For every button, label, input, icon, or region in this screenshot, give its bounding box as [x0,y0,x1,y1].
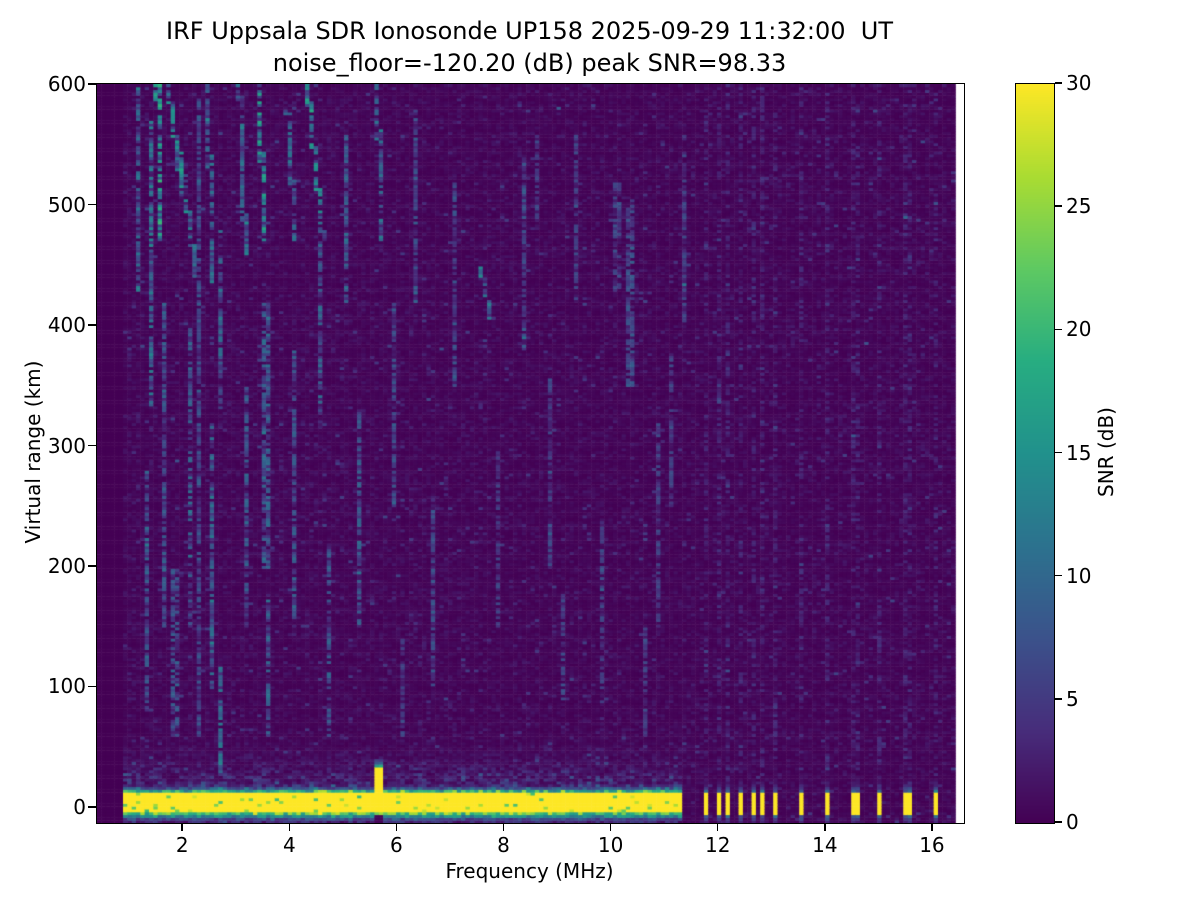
x-tick-label: 10 [597,833,624,857]
y-tick-mark [88,806,96,808]
x-tick-mark [288,823,291,831]
colorbar-tick-mark [1055,82,1062,84]
y-tick-label: 300 [47,433,86,458]
y-tick-mark [88,565,96,567]
y-tick-mark [88,83,96,85]
colorbar-tick-label: 20 [1066,317,1092,342]
y-tick-label: 500 [47,192,86,217]
y-tick-mark [88,444,96,447]
colorbar-tick-mark [1055,574,1062,577]
colorbar-tick-label: 30 [1066,71,1092,95]
x-tick-label: 6 [390,833,403,857]
colorbar [1015,83,1055,824]
y-tick-mark [88,685,96,688]
y-tick-label: 0 [73,794,86,819]
colorbar-tick-label: 10 [1066,563,1092,588]
y-tick-label: 400 [47,313,86,338]
x-tick-label: 16 [919,833,945,857]
colorbar-tick-label: 0 [1066,810,1079,834]
x-tick-mark [395,823,398,831]
y-tick-mark [88,203,96,206]
x-tick-label: 14 [812,833,838,857]
x-tick-label: 8 [497,833,510,857]
y-tick-label: 100 [47,674,86,699]
x-tick-mark [931,823,933,831]
colorbar-tick-label: 25 [1066,194,1092,219]
y-tick-mark [88,324,96,326]
colorbar-gradient-canvas [1016,84,1054,823]
colorbar-tick-mark [1055,328,1062,331]
x-tick-mark [609,823,612,831]
figure-title: IRF Uppsala SDR Ionosonde UP158 2025-09-… [166,17,893,45]
figure-subtitle: noise_floor=-120.20 (dB) peak SNR=98.33 [272,49,787,77]
colorbar-tick-mark [1055,205,1062,207]
colorbar-tick-mark [1055,451,1062,454]
plot-area [96,83,965,824]
colorbar-tick-mark [1055,698,1062,700]
y-tick-label: 600 [47,72,86,97]
colorbar-tick-label: 15 [1066,440,1092,465]
x-tick-label: 2 [175,833,189,857]
colorbar-tick-label: 5 [1066,686,1079,711]
ionogram-heatmap-canvas [97,84,964,823]
x-tick-mark [716,823,719,831]
colorbar-tick-mark [1055,821,1062,823]
x-tick-mark [181,823,183,831]
x-axis-label: Frequency (MHz) [445,859,614,883]
x-tick-mark [824,823,826,831]
x-tick-label: 12 [704,833,731,857]
x-tick-mark [502,823,505,831]
y-tick-label: 200 [47,554,86,579]
x-tick-label: 4 [282,833,296,857]
